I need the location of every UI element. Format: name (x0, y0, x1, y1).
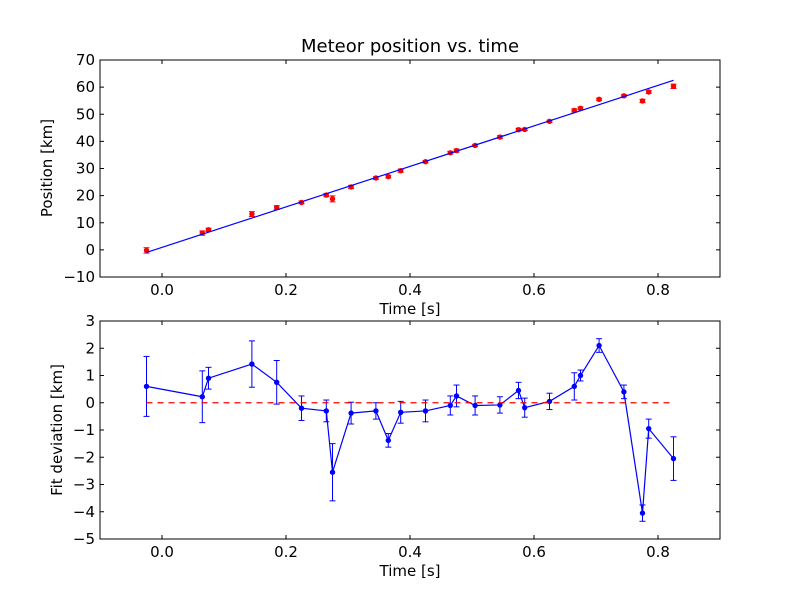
deviation-y-tick-label: −1 (73, 421, 95, 439)
deviation-data-point (373, 408, 379, 414)
deviation-y-axis-label: Fit deviation [km] (48, 364, 66, 496)
deviation-data-point (621, 389, 627, 395)
position-chart: Meteor position vs. time 0.0 0.2 0.4 0.6 0.8… (38, 36, 721, 318)
position-x-tick-label: 0.6 (522, 281, 546, 299)
position-y-tick-label: 60 (76, 78, 95, 96)
position-y-tick-label: 70 (76, 51, 95, 69)
deviation-y-tick-label: 0 (85, 394, 95, 412)
position-y-tick-label: −10 (63, 268, 95, 286)
position-fit-line (146, 79, 674, 254)
position-y-tick-label: 40 (76, 132, 95, 150)
deviation-data-point (596, 342, 602, 349)
deviation-data-point (249, 361, 255, 367)
deviation-data-point (422, 408, 429, 414)
position-y-tick-label: 30 (76, 160, 95, 178)
deviation-data-point (298, 405, 305, 411)
position-x-tick-label: 0.4 (398, 281, 422, 299)
deviation-data-point (646, 425, 652, 432)
position-y-tick-label: 0 (85, 241, 95, 259)
deviation-y-tick-label: 3 (85, 312, 95, 330)
position-data-point (639, 98, 646, 104)
position-data-point (385, 173, 391, 180)
deviation-data-point (515, 387, 522, 394)
position-y-tick-label: 20 (76, 187, 95, 205)
deviation-data-point (323, 408, 329, 414)
deviation-y-tick-label: −3 (73, 476, 95, 494)
position-data-point (596, 96, 602, 103)
position-data-point (646, 89, 652, 95)
deviation-data-point (497, 402, 503, 408)
deviation-y-tick-label: −5 (73, 530, 95, 548)
deviation-data-point (199, 394, 206, 400)
position-data-point (329, 196, 336, 202)
position-x-tick-label: 0.0 (150, 281, 174, 299)
deviation-data-point (447, 402, 453, 409)
deviation-data-point (453, 393, 460, 399)
deviation-data-point (577, 372, 584, 379)
deviation-x-tick-label: 0.0 (150, 543, 174, 561)
deviation-y-tick-label: 2 (85, 339, 95, 357)
position-x-axis-label: Time [s] (379, 300, 441, 318)
deviation-data-point (329, 469, 336, 475)
deviation-data-point (571, 383, 577, 390)
position-y-tick-label: 10 (76, 214, 95, 232)
position-x-tick-label: 0.2 (274, 281, 298, 299)
position-x-tick-label: 0.8 (646, 281, 670, 299)
deviation-data-point (472, 402, 478, 409)
deviation-data-point (348, 410, 354, 416)
deviation-data-point (143, 383, 150, 390)
deviation-x-ticks: 0.0 0.2 0.4 0.6 0.8 (150, 321, 670, 561)
position-data-point (249, 211, 255, 217)
position-y-axis-label: Position [km] (38, 119, 56, 217)
deviation-data-point (385, 437, 391, 444)
chart-title: Meteor position vs. time (301, 36, 519, 57)
position-y-tick-label: 50 (76, 105, 95, 123)
deviation-plot-area (143, 338, 677, 522)
position-y-ticks: −10 0 10 20 30 40 50 60 70 (63, 51, 720, 286)
deviation-data-point (639, 510, 646, 516)
deviation-x-tick-label: 0.6 (522, 543, 546, 561)
deviation-data-point (522, 404, 528, 411)
position-data-point (670, 83, 677, 90)
deviation-y-ticks: −5 −4 −3 −2 −1 0 1 2 3 (73, 312, 720, 548)
deviation-y-tick-label: −2 (73, 448, 95, 466)
deviation-y-tick-label: 1 (85, 367, 95, 385)
deviation-data-point (670, 455, 677, 462)
deviation-data-point (274, 379, 280, 386)
deviation-x-axis-label: Time [s] (379, 562, 441, 580)
deviation-x-tick-label: 0.2 (274, 543, 298, 561)
deviation-data-point (398, 409, 404, 415)
position-x-ticks: 0.0 0.2 0.4 0.6 0.8 (150, 60, 670, 299)
deviation-y-tick-label: −4 (73, 503, 95, 521)
deviation-data-point (205, 375, 212, 381)
position-plot-area (143, 79, 677, 254)
deviation-x-tick-label: 0.8 (646, 543, 670, 561)
deviation-x-tick-label: 0.4 (398, 543, 422, 561)
